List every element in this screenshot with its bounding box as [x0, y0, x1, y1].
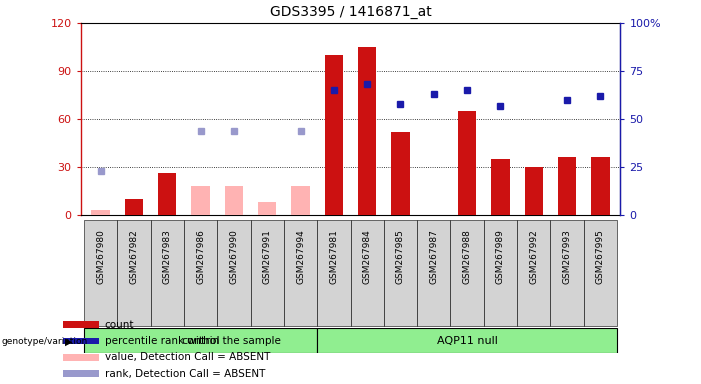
- Text: GSM267980: GSM267980: [96, 229, 105, 284]
- Bar: [491, 159, 510, 215]
- Text: GSM267992: GSM267992: [529, 229, 538, 284]
- Bar: [417, 220, 451, 326]
- Text: GSM267981: GSM267981: [329, 229, 339, 284]
- Bar: [458, 111, 476, 215]
- Text: ▶: ▶: [64, 336, 72, 346]
- Bar: [317, 220, 350, 326]
- Bar: [451, 220, 484, 326]
- Text: percentile rank within the sample: percentile rank within the sample: [105, 336, 280, 346]
- Bar: [350, 220, 384, 326]
- Text: GSM267989: GSM267989: [496, 229, 505, 284]
- Bar: [591, 157, 610, 215]
- Bar: [292, 186, 310, 215]
- Text: value, Detection Call = ABSENT: value, Detection Call = ABSENT: [105, 352, 270, 362]
- Bar: [524, 167, 543, 215]
- Text: GSM267994: GSM267994: [296, 229, 305, 284]
- Text: rank, Detection Call = ABSENT: rank, Detection Call = ABSENT: [105, 369, 265, 379]
- Bar: [325, 55, 343, 215]
- Bar: [217, 220, 250, 326]
- Text: GSM267982: GSM267982: [130, 229, 138, 284]
- Text: control: control: [182, 336, 220, 346]
- Bar: [63, 338, 99, 344]
- Bar: [517, 220, 550, 326]
- Text: GSM267985: GSM267985: [396, 229, 405, 284]
- Bar: [558, 157, 576, 215]
- Bar: [317, 328, 617, 353]
- Text: GSM267986: GSM267986: [196, 229, 205, 284]
- Bar: [84, 328, 317, 353]
- Bar: [63, 354, 99, 361]
- Bar: [158, 174, 177, 215]
- Bar: [151, 220, 184, 326]
- Bar: [391, 132, 409, 215]
- Bar: [258, 202, 276, 215]
- Text: count: count: [105, 319, 135, 330]
- Bar: [384, 220, 417, 326]
- Text: GSM267993: GSM267993: [563, 229, 571, 284]
- Bar: [63, 370, 99, 377]
- Text: genotype/variation: genotype/variation: [1, 337, 88, 346]
- Text: GSM267988: GSM267988: [463, 229, 472, 284]
- Text: GSM267984: GSM267984: [362, 229, 372, 284]
- Text: AQP11 null: AQP11 null: [437, 336, 498, 346]
- Text: GSM267990: GSM267990: [229, 229, 238, 284]
- Bar: [125, 199, 143, 215]
- Bar: [284, 220, 317, 326]
- Title: GDS3395 / 1416871_at: GDS3395 / 1416871_at: [270, 5, 431, 19]
- Text: GSM267995: GSM267995: [596, 229, 605, 284]
- Bar: [484, 220, 517, 326]
- Text: GSM267987: GSM267987: [429, 229, 438, 284]
- Text: GSM267991: GSM267991: [263, 229, 272, 284]
- Text: GSM267983: GSM267983: [163, 229, 172, 284]
- Bar: [184, 220, 217, 326]
- Bar: [191, 186, 210, 215]
- Bar: [117, 220, 151, 326]
- Bar: [225, 186, 243, 215]
- Bar: [91, 210, 110, 215]
- Bar: [550, 220, 584, 326]
- Bar: [358, 47, 376, 215]
- Bar: [63, 321, 99, 328]
- Bar: [84, 220, 117, 326]
- Bar: [250, 220, 284, 326]
- Bar: [584, 220, 617, 326]
